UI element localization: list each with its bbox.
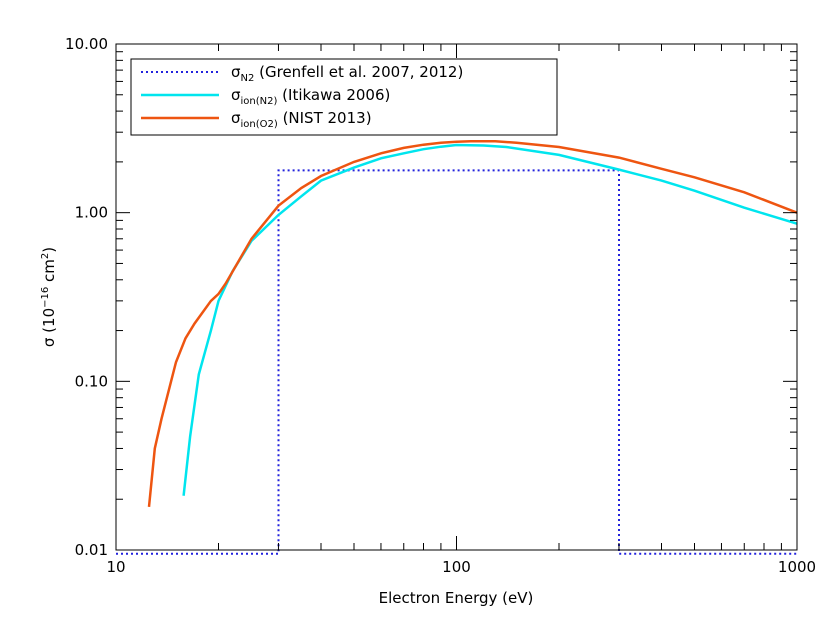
legend-description: (Itikawa 2006)	[277, 86, 390, 104]
x-tick-label: 1000	[778, 558, 816, 576]
y-axis-title: σ (10−16 cm2)	[40, 247, 58, 347]
series-line-2	[147, 140, 798, 508]
y-axis-title-base: σ (10	[40, 308, 58, 347]
legend-items: σN2 (Grenfell et al. 2007, 2012)σion(N2)…	[141, 63, 463, 130]
series-line-1	[182, 143, 798, 496]
x-axis-title: Electron Energy (eV)	[379, 589, 534, 607]
y-axis-title-exponent: −16	[40, 287, 51, 308]
legend-symbol: σ	[231, 109, 241, 127]
x-tick-label: 100	[442, 558, 471, 576]
y-tick-label: 1.00	[75, 204, 108, 222]
y-axis-title-unit-exponent: 2	[40, 253, 51, 259]
y-axis-title-end: )	[40, 247, 58, 253]
legend-symbol: σ	[231, 86, 241, 104]
legend-description: (NIST 2013)	[278, 109, 372, 127]
legend-description: (Grenfell et al. 2007, 2012)	[254, 63, 463, 81]
legend-label-1: σion(N2) (Itikawa 2006)	[231, 86, 390, 107]
legend-label-0: σN2 (Grenfell et al. 2007, 2012)	[231, 63, 463, 84]
legend: σN2 (Grenfell et al. 2007, 2012)σion(N2)…	[130, 58, 558, 136]
legend-subscript: ion(O2)	[241, 119, 278, 130]
legend-subscript: N2	[241, 73, 255, 84]
y-tick-label: 0.01	[75, 541, 108, 559]
y-axis-title-unit: cm	[40, 259, 58, 287]
y-tick-label: 0.10	[75, 372, 108, 390]
series-line-0	[116, 169, 797, 555]
series-layer	[116, 140, 798, 555]
legend-subscript: ion(N2)	[241, 96, 278, 107]
tick-layer: 10 100 1000 0.01 0.10 1.00 10.00	[65, 35, 816, 576]
legend-symbol: σ	[231, 63, 241, 81]
y-tick-label: 10.00	[65, 35, 108, 53]
legend-label-2: σion(O2) (NIST 2013)	[231, 109, 372, 130]
x-tick-label: 10	[106, 558, 125, 576]
